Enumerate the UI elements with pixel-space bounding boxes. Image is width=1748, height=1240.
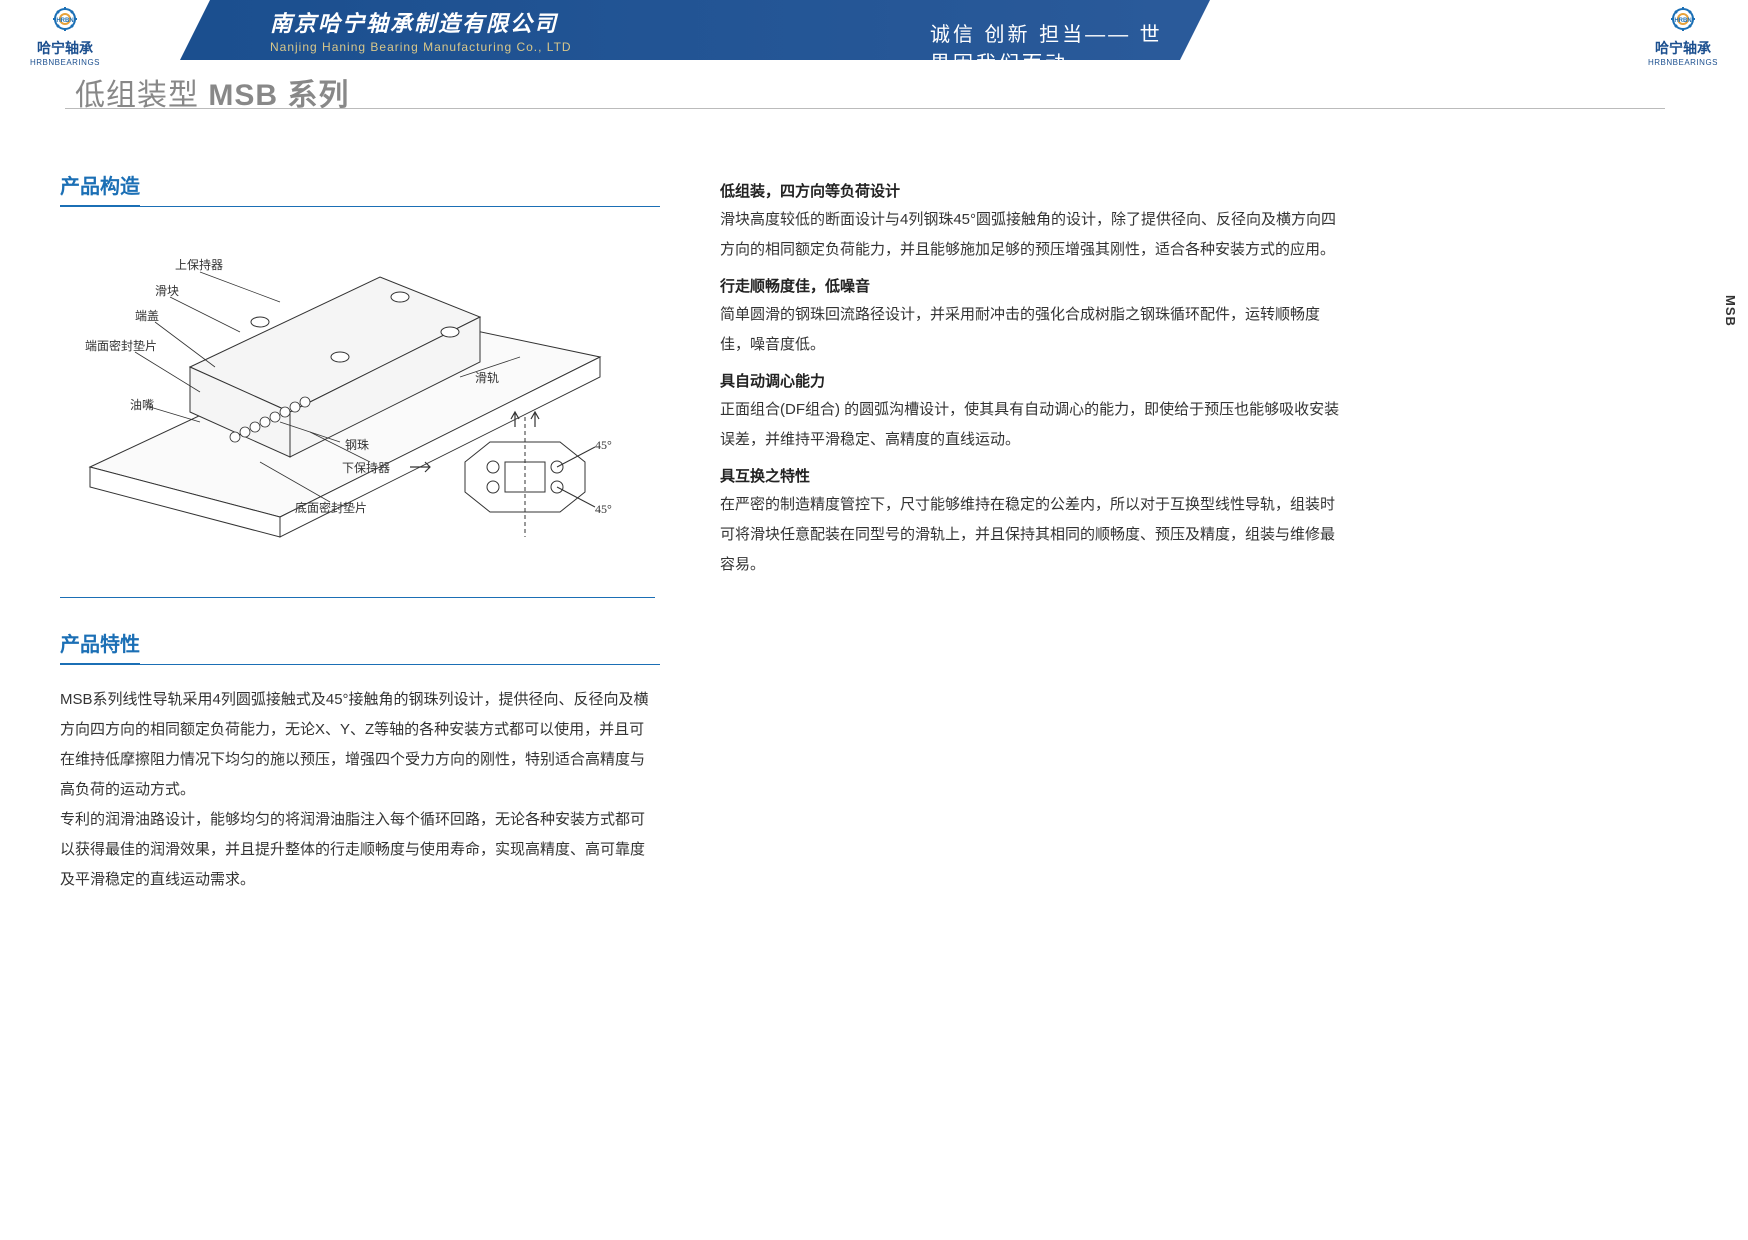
logo-text-cn: 哈宁轴承 [1655,38,1711,58]
section-features-title: 产品特性 [60,628,140,664]
svg-text:端面密封垫片: 端面密封垫片 [85,338,157,353]
logo-text-en: HRBNBEARINGS [30,58,100,67]
feature-body-1: 滑块高度较低的断面设计与4列钢珠45°圆弧接触角的设计，除了提供径向、反径向及横… [720,205,1340,265]
svg-text:油嘴: 油嘴 [130,398,154,412]
section-divider [60,664,660,665]
page-header: HRBN 哈宁轴承 HRBNBEARINGS 南京哈宁轴承制造有限公司 Nanj… [0,0,1748,60]
content-area: 产品构造 [60,170,1680,895]
feature-body-3: 正面组合(DF组合) 的圆弧沟槽设计，使其具有自动调心的能力，即使给于预压也能够… [720,395,1340,455]
feature-title-4: 具互换之特性 [720,465,1340,486]
header-banner: 南京哈宁轴承制造有限公司 Nanjing Haning Bearing Manu… [210,0,1180,60]
section-structure-title: 产品构造 [60,170,140,206]
logo-left: HRBN 哈宁轴承 HRBNBEARINGS [30,5,100,67]
feature-body-4: 在严密的制造精度管控下，尺寸能够维持在稳定的公差内，所以对于互换型线性导轨，组装… [720,490,1340,580]
svg-text:45°: 45° [595,438,612,452]
feature-title-3: 具自动调心能力 [720,370,1340,391]
svg-text:HRBN: HRBN [1674,18,1691,24]
left-divider [60,597,655,598]
logo-text-en: HRBNBEARINGS [1648,58,1718,67]
company-name-cn: 南京哈宁轴承制造有限公司 [270,6,572,38]
side-tab: MSB [1723,295,1738,327]
svg-text:下保持器: 下保持器 [342,460,390,475]
svg-text:HRBN: HRBN [56,18,73,24]
svg-text:滑块: 滑块 [155,284,179,298]
company-name-en: Nanjing Haning Bearing Manufacturing Co.… [270,40,572,54]
product-diagram: 上保持器 滑块 端盖 端面密封垫片 油嘴 滑轨 钢珠 下保持器 底面密封垫片 [80,227,640,557]
logo-gear-icon: HRBN [41,5,89,37]
logo-right: HRBN 哈宁轴承 HRBNBEARINGS [1648,5,1718,67]
svg-text:滑轨: 滑轨 [475,371,499,385]
column-right: 低组装，四方向等负荷设计 滑块高度较低的断面设计与4列钢珠45°圆弧接触角的设计… [720,170,1340,895]
svg-text:上保持器: 上保持器 [175,257,223,272]
header-slogan: 诚信 创新 担当—— 世界因我们而动 [930,18,1180,76]
feature-title-2: 行走顺畅度佳，低噪音 [720,275,1340,296]
title-underline [65,108,1665,109]
section-divider [60,206,660,207]
feature-title-1: 低组装，四方向等负荷设计 [720,180,1340,201]
logo-text-cn: 哈宁轴承 [37,38,93,58]
svg-text:底面密封垫片: 底面密封垫片 [295,500,367,515]
feature-body-2: 简单圆滑的钢珠回流路径设计，并采用耐冲击的强化合成树脂之钢珠循环配件，运转顺畅度… [720,300,1340,360]
column-left: 产品构造 [60,170,680,895]
svg-text:钢珠: 钢珠 [345,438,369,452]
svg-text:45°: 45° [595,502,612,516]
svg-text:端盖: 端盖 [135,309,159,323]
features-paragraph-2: 专利的润滑油路设计，能够均匀的将润滑油脂注入每个循环回路，无论各种安装方式都可以… [60,805,650,895]
features-paragraph-1: MSB系列线性导轨采用4列圆弧接触式及45°接触角的钢珠列设计，提供径向、反径向… [60,685,650,805]
logo-gear-icon: HRBN [1659,5,1707,37]
